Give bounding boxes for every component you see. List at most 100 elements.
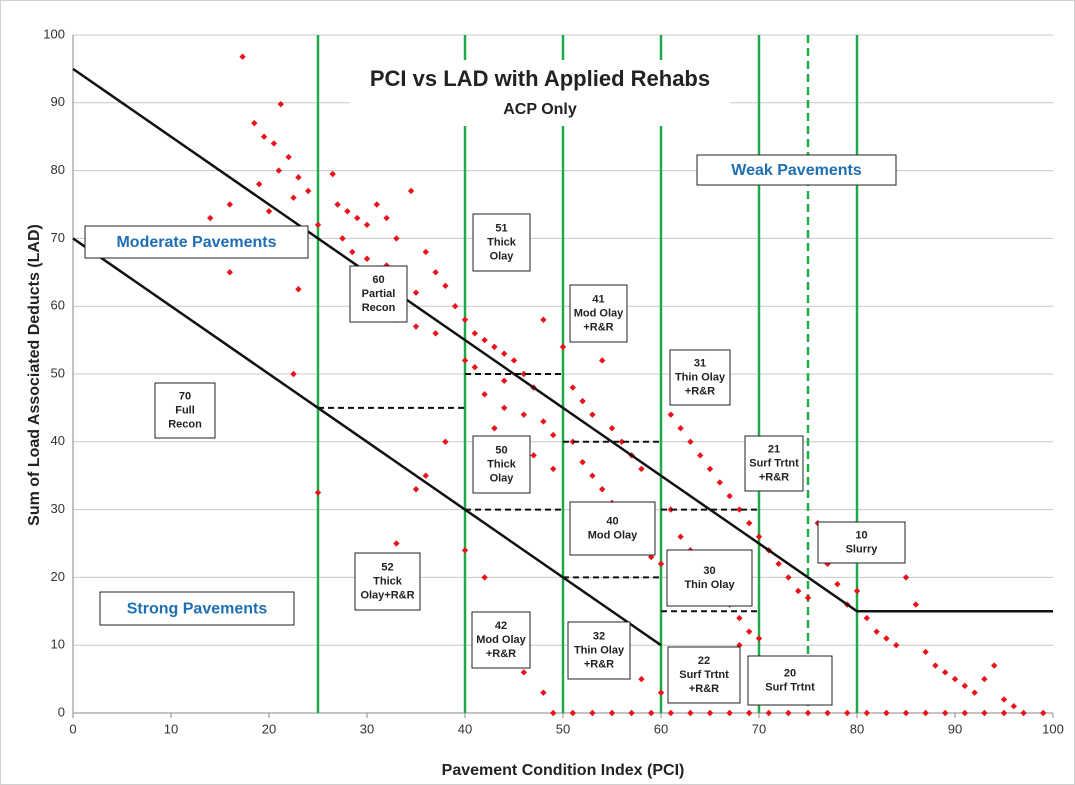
rehab-box [471,611,531,669]
data-point [589,411,596,418]
y-axis-label: Sum of Load Associated Deducts (LAD) [26,224,43,526]
y-tick-label: 90 [51,94,65,109]
rehab-box [817,521,906,564]
data-point [863,614,870,622]
data-point [667,709,674,717]
data-point [883,709,890,717]
rehab-label: Recon [362,302,396,314]
data-point [863,709,870,717]
data-point [339,235,346,242]
rehab-label: +R&R [486,648,516,660]
x-tick-label: 80 [850,721,864,736]
data-point [491,343,498,351]
data-point [550,431,557,439]
rehab-label: Mod Olay [588,529,638,541]
data-point [608,709,616,717]
data-point [520,370,527,378]
rehab-label: Mod Olay [574,307,624,319]
data-point [834,580,841,588]
data-point [971,689,978,696]
data-point [951,675,959,683]
data-point [452,303,459,310]
rehab-label: Thin Olay [675,371,726,383]
data-point [540,689,547,696]
rehab-label: +R&R [759,471,789,483]
data-point [501,377,508,384]
data-point [667,411,674,418]
data-point [501,404,508,412]
data-point [736,642,743,649]
rehab-box [667,646,741,704]
data-point [687,438,694,445]
data-point [687,709,694,717]
data-point [461,357,469,364]
rehab-label: Partial [362,288,396,300]
data-point [363,255,371,262]
data-point [883,635,890,642]
data-point [285,153,292,161]
data-point [981,709,988,717]
rehab-box [747,655,833,706]
data-point [393,235,400,242]
data-point [314,221,322,229]
data-point [657,689,665,696]
rehab-label: +R&R [685,385,715,397]
data-point [942,709,949,717]
data-point [785,709,792,717]
data-point [736,506,743,513]
data-point [265,208,273,215]
data-point [540,316,547,323]
rehab-label: 60 [372,274,384,286]
data-point [329,170,336,178]
data-point [260,133,268,140]
data-point [746,709,753,717]
data-point [1000,709,1008,717]
region-label: Weak Pavements [731,162,862,179]
rehab-box [669,349,731,406]
rehab-box [472,435,531,494]
rehab-label: 31 [694,357,706,369]
x-tick-label: 0 [69,721,76,736]
data-point [295,174,302,181]
data-point [873,628,880,635]
region-box [99,591,295,626]
data-point [1000,696,1008,703]
y-tick-label: 0 [58,704,65,719]
rehab-label: 50 [495,444,507,456]
data-point [559,343,567,351]
region-label: Strong Pavements [127,601,268,618]
data-point [569,384,576,391]
data-point [755,533,763,540]
rehab-label: Thick [487,458,517,470]
data-point [550,709,557,717]
data-point [256,180,263,188]
data-point [275,167,282,174]
data-point [716,479,723,486]
rehab-label: 40 [606,515,618,527]
data-point [755,635,763,642]
rehab-label: Slurry [846,543,879,555]
data-point [677,533,684,540]
y-tick-label: 30 [51,501,65,516]
data-point [349,248,356,256]
data-point [648,709,655,717]
y-tick-label: 70 [51,230,65,245]
y-tick-label: 10 [51,637,65,652]
rehab-label: 32 [593,630,605,642]
data-point [932,662,939,669]
data-point [579,397,586,405]
data-point [1010,703,1017,710]
x-axis-label: Pavement Condition Index (PCI) [442,762,685,779]
chart-subtitle: ACP Only [503,101,577,118]
x-tick-label: 50 [556,721,570,736]
region-label: Moderate Pavements [116,234,276,251]
data-point [804,709,812,717]
data-point [363,221,371,229]
rehab-label: Thin Olay [574,644,625,656]
data-point [746,519,753,527]
rehab-label: Thick [373,575,403,587]
data-point [290,194,297,201]
data-point [471,330,478,337]
rehab-label: +R&R [584,658,614,670]
